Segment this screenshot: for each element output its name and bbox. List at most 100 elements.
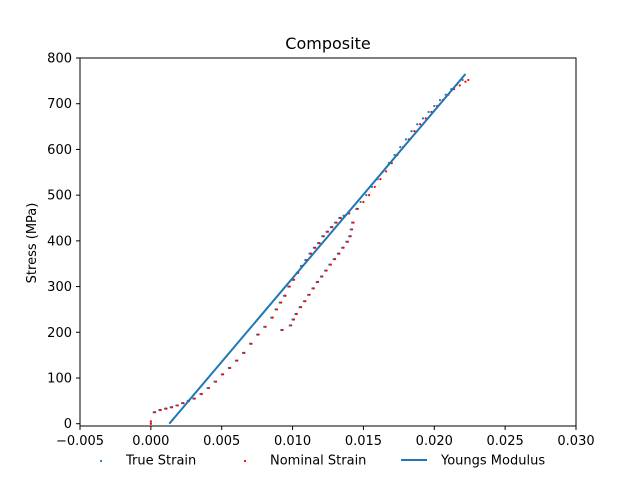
nominal-strain-point [271,316,274,319]
nominal-strain-point [322,235,325,238]
nominal-strain-point [350,228,354,231]
nominal-strain-point [333,258,337,261]
true-strain-point [359,200,362,204]
nominal-strain-point [339,216,342,220]
nominal-strain-point [280,301,283,304]
nominal-strain-point [356,207,359,210]
x-tick-label: 0.005 [203,434,240,449]
nominal-strain-point [214,380,218,383]
x-tick-label: 0.010 [274,434,311,449]
nominal-strain-point [335,221,338,224]
true-strain-point [393,153,396,157]
nominal-strain-point [165,407,168,410]
x-tick-label: 0.020 [416,434,453,449]
nominal-strain-point [314,246,317,249]
nominal-strain-point [312,287,315,290]
x-tick-label: 0.000 [132,434,169,449]
nominal-strain-point [308,293,311,296]
nominal-strain-point [154,411,157,414]
y-tick-label: 100 [47,372,72,387]
nominal-strain-point [284,294,287,297]
nominal-strain-point [316,280,320,284]
legend-point-swatch [243,459,247,463]
nominal-strain-point [149,420,152,423]
nominal-strain-point [288,285,291,288]
nominal-strain-point [325,269,328,272]
x-tick-label: 0.025 [487,434,524,449]
nominal-strain-point [419,123,422,126]
plot-area [79,57,577,427]
nominal-strain-point [243,351,246,354]
true-strain-point [433,104,436,108]
true-strain-point [410,130,413,133]
legend-label: Nominal Strain [270,454,366,469]
nominal-strain-point [299,306,303,309]
nominal-strain-point [329,263,332,266]
legend-label: True Strain [125,454,196,469]
nominal-strain-point [326,230,330,233]
true-strain-point [421,117,425,120]
nominal-strain-point [413,130,416,133]
nominal-strain-point [458,84,461,87]
nominal-strain-point [318,242,321,245]
x-tick-label: −0.005 [56,434,104,449]
true-strain-point [399,146,402,149]
y-tick-label: 0 [64,417,72,432]
nominal-strain-point [362,200,365,204]
y-tick-label: 400 [47,234,72,249]
youngs-modulus-line [168,73,467,425]
nominal-strain-point [342,246,345,249]
true-strain-point [416,123,419,126]
nominal-strain-point [352,221,355,224]
nominal-strain-point [292,318,296,321]
chart-marks [149,73,470,425]
nominal-strain-point [290,324,293,327]
x-tick-label: 0.015 [345,434,382,449]
x-tick-label: 0.030 [557,434,594,449]
y-tick-label: 500 [47,189,72,204]
nominal-strain-point [292,278,296,281]
true-strain-point [427,110,430,114]
y-tick-label: 600 [47,143,72,158]
x-axis-ticks: −0.005 0.000 0.005 0.010 0.015 0.020 0.025 0.03… [56,426,595,449]
nominal-strain-point [373,185,376,189]
nominal-strain-point [464,80,467,83]
nominal-strain-point [338,252,341,255]
nominal-strain-point [149,422,152,425]
true-strain-point [438,98,442,102]
y-axis-ticks: 0 100 200 300 400 500 600 700 800 [47,52,80,432]
nominal-strain-point [176,404,179,407]
nominal-strain-point [275,308,279,311]
y-tick-label: 300 [47,280,72,295]
nominal-strain-point [222,373,225,376]
nominal-strain-point [321,275,324,278]
nominal-strain-point [236,359,239,362]
nominal-strain-point [257,333,260,336]
nominal-strain-point [171,406,174,409]
nominal-strain-point [346,240,349,243]
nominal-strain-point [349,235,352,238]
legend-point-swatch [99,459,103,463]
true-strain-point [365,194,368,197]
nominal-strain-point [379,178,382,181]
nominal-strain-point [193,397,196,400]
nominal-strain-point [182,402,185,405]
y-tick-label: 200 [47,326,72,341]
nominal-strain-point [331,226,334,229]
nominal-strain-point [250,342,253,345]
y-axis-label: Stress (MPa) [25,203,40,284]
nominal-strain-point [467,78,470,82]
true-strain-point [444,93,447,96]
nominal-strain-point [264,325,267,328]
legend: True Strain Nominal Strain Youngs Modulus [99,454,545,469]
legend-label: Youngs Modulus [440,454,545,469]
nominal-strain-point [281,328,284,332]
nominal-strain-point [367,194,371,197]
y-tick-label: 800 [47,52,72,67]
plot-frame [79,57,577,427]
nominal-strain-point [207,386,211,390]
true-strain-point [404,138,408,141]
chart-title: Composite [285,34,370,53]
